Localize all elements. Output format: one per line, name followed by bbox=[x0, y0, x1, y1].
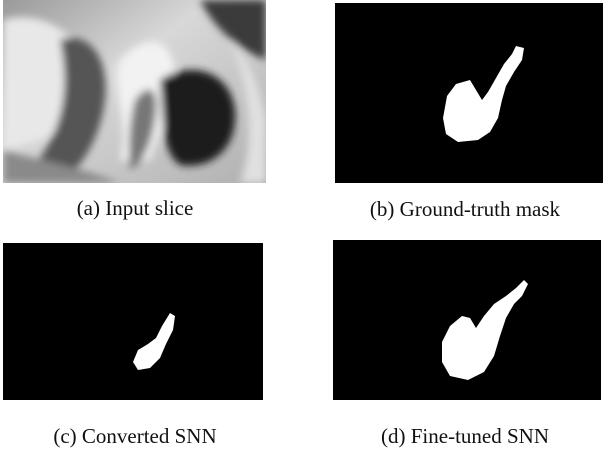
caption: (a) Input slice bbox=[77, 196, 194, 220]
fine-tuned-snn-image bbox=[333, 240, 601, 400]
caption: (c) Converted SNN bbox=[53, 424, 216, 448]
input-slice-image bbox=[3, 0, 266, 183]
converted-snn-image bbox=[3, 243, 263, 400]
ground-truth-mask-image bbox=[335, 3, 603, 183]
figure: (a) Input slice (b) Ground-truth mask (c… bbox=[0, 0, 608, 453]
caption: (b) Ground-truth mask bbox=[370, 197, 561, 221]
caption: (d) Fine-tuned SNN bbox=[381, 424, 549, 448]
